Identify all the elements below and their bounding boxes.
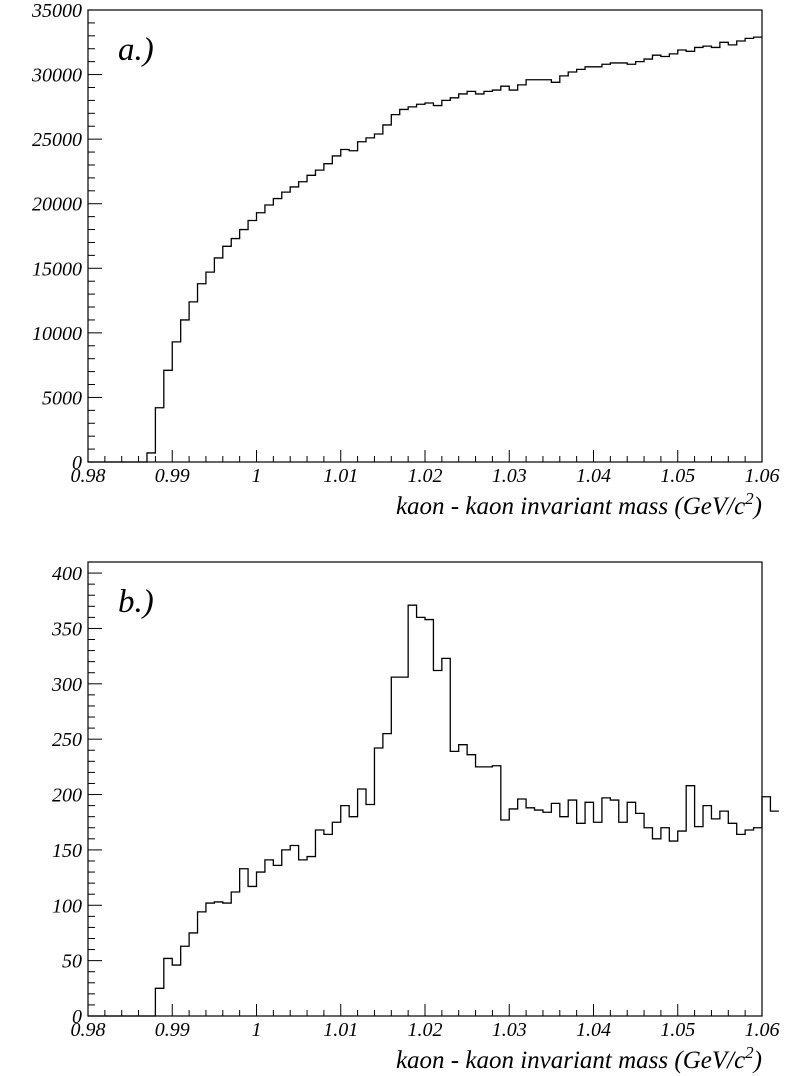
y-tick-label: 200 [52,785,82,807]
panel-label: b.) [118,584,154,620]
y-tick-label: 400 [52,563,82,585]
histogram-series [88,36,762,463]
x-tick-label: 0.99 [155,1019,190,1041]
x-tick-label: 1 [252,1019,262,1041]
y-tick-label: 50 [62,951,82,973]
x-tick-label: 1.01 [323,465,358,487]
x-tick-label: 0.98 [71,465,106,487]
y-tick-label: 100 [52,895,82,917]
y-tick-label: 35000 [31,0,82,22]
histogram-series [88,604,779,1017]
y-tick-label: 20000 [32,194,82,216]
chart-panel-a: 0.98 0.99 1 1.01 1.02 1.03 1.04 1.05 1.06 0 5000 10… [31,0,780,520]
y-tick-label: 30000 [31,65,82,87]
x-tick-label: 1.03 [492,1019,527,1041]
y-tick-label: 350 [51,618,82,640]
x-tick-label: 1.02 [408,465,443,487]
x-tick-label: 1.04 [576,465,611,487]
x-tick-label: 1.02 [408,1019,443,1041]
x-axis-title: kaon - kaon invariant mass (GeV/c2) [396,1043,762,1074]
panel-label: a.) [118,32,154,68]
y-tick-label: 0 [72,452,82,474]
y-tick-label: 10000 [32,323,82,345]
y-tick-label: 15000 [32,258,82,280]
x-tick-label: 1.05 [660,465,695,487]
x-tick-label: 0.99 [155,465,190,487]
y-tick-label: 250 [52,729,82,751]
x-tick-label: 0.98 [71,1019,106,1041]
x-tick-label: 1.04 [576,1019,611,1041]
y-tick-label: 150 [52,840,82,862]
x-tick-label: 1.05 [660,1019,695,1041]
x-tick-label: 1.03 [492,465,527,487]
y-tick-label: 25000 [32,129,82,151]
plot-frame [87,561,763,1017]
x-tick-label: 1.06 [745,1019,780,1041]
y-tick-label: 0 [72,1006,82,1028]
chart-panel-b: 0.98 0.99 1 1.01 1.02 1.03 1.04 1.05 1.06 0 50 100 1… [51,561,780,1074]
y-tick-label: 300 [51,674,82,696]
y-tick-label: 5000 [42,387,82,409]
x-axis-title: kaon - kaon invariant mass (GeV/c2) [396,489,762,520]
x-tick-label: 1 [252,465,262,487]
plot-frame [87,9,763,463]
x-tick-label: 1.01 [323,1019,358,1041]
x-tick-label: 1.06 [745,465,780,487]
